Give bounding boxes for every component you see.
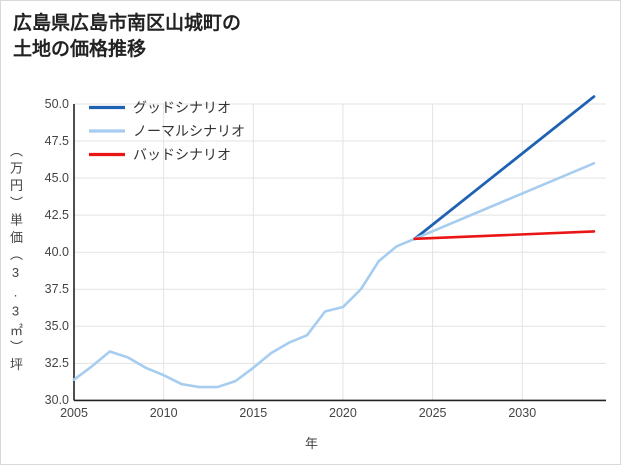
svg-text:2030: 2030 [508,406,536,420]
svg-text:50.0: 50.0 [45,97,69,111]
svg-text:ノーマルシナリオ: ノーマルシナリオ [133,123,245,139]
svg-text:2015: 2015 [239,406,267,420]
svg-text:47.5: 47.5 [45,134,69,148]
svg-text:2025: 2025 [419,406,447,420]
svg-text:35.0: 35.0 [45,319,69,333]
svg-text:37.5: 37.5 [45,282,69,296]
svg-text:42.5: 42.5 [45,208,69,222]
svg-text:40.0: 40.0 [45,245,69,259]
svg-text:2020: 2020 [329,406,357,420]
svg-text:32.5: 32.5 [45,356,69,370]
svg-text:30.0: 30.0 [45,393,69,407]
svg-text:45.0: 45.0 [45,171,69,185]
svg-text:グッドシナリオ: グッドシナリオ [133,100,231,116]
svg-text:2010: 2010 [150,406,178,420]
svg-text:バッドシナリオ: バッドシナリオ [133,147,231,163]
svg-text:2005: 2005 [60,406,88,420]
